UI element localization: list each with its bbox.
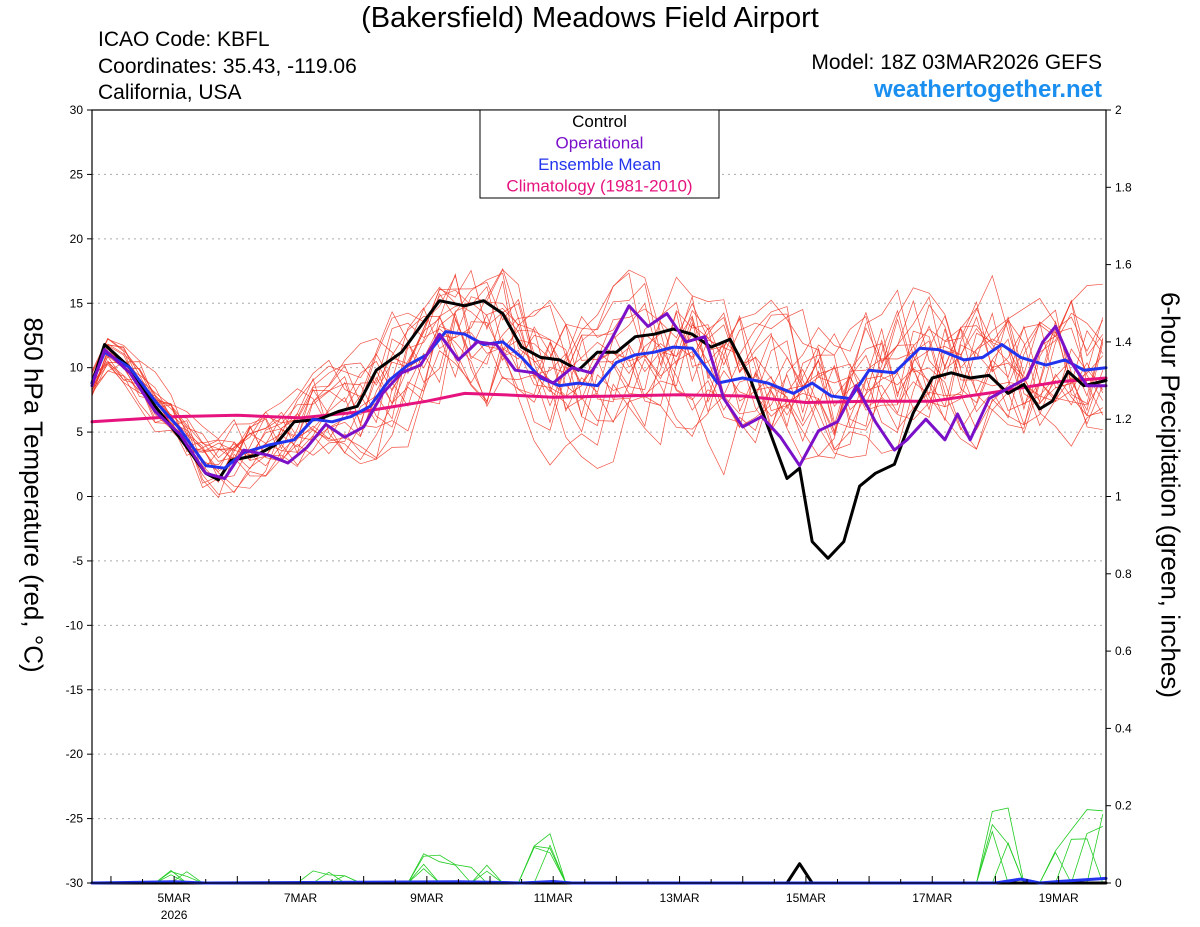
- coordinates: Coordinates: 35.43, -119.06: [98, 55, 357, 78]
- legend-box: [479, 109, 720, 199]
- x-tick-label: 11MAR: [534, 891, 573, 905]
- y-tick-label: 0: [76, 490, 83, 504]
- x-tick-label: 15MAR: [786, 891, 826, 905]
- y-axis-ticks: 30 25 20 15 10 5 0 -5 -10 -15 -20 -25 -30: [66, 103, 92, 890]
- x-tick-label: 19MAR: [1039, 891, 1079, 905]
- y2-tick-label: 0: [1115, 876, 1122, 890]
- ensemble-mean-line: [90, 330, 1108, 470]
- x-axis-ticks: 5MAR 2026 7MAR 9MAR 11MAR 13MAR 15MAR 17MAR 19MA…: [110, 876, 1079, 922]
- x-tick-label: 17MAR: [912, 891, 952, 905]
- y-tick-label: 10: [70, 361, 84, 375]
- y2-tick-label: 0.8: [1115, 567, 1132, 581]
- ensemble-member-line: [91, 272, 1104, 467]
- y-tick-label: -30: [66, 876, 84, 890]
- ensemble-mean-precip-line: [90, 876, 1108, 885]
- control-line: [90, 299, 1108, 560]
- y-tick-label: 25: [70, 167, 84, 181]
- precip-member-line: [92, 830, 1104, 884]
- ensemble-member-line: [91, 301, 1104, 489]
- x-tick-label: 7MAR: [284, 891, 318, 905]
- ensemble-member-line: [91, 319, 1104, 477]
- y2-tick-label: 1.8: [1115, 180, 1132, 194]
- y-tick-label: 15: [70, 296, 84, 310]
- x-tick-year: 2026: [161, 908, 188, 922]
- ensemble-member-line: [91, 269, 1104, 495]
- precip-member-line: [92, 814, 1104, 884]
- ensemble-member-line: [91, 282, 1103, 461]
- y2-tick-label: 1.4: [1115, 335, 1132, 349]
- control-precip-line: [90, 862, 1108, 885]
- y2-tick-label: 0.4: [1115, 721, 1132, 735]
- y2-tick-label: 2: [1115, 103, 1122, 117]
- y2-tick-label: 1: [1115, 490, 1122, 504]
- ensemble-member-line: [91, 273, 1104, 483]
- x-tick-label: 13MAR: [660, 891, 700, 905]
- ensemble-member-line: [91, 274, 1103, 479]
- y-tick-label: 5: [76, 425, 83, 439]
- legend: Control Operational Ensemble Mean Climatolo…: [479, 109, 720, 199]
- y-tick-label: -20: [66, 747, 84, 761]
- precip-member-line: [92, 809, 1103, 884]
- y2-tick-label: 1.6: [1115, 258, 1132, 272]
- climatology-1981-2010-line: [90, 376, 1108, 424]
- site-link[interactable]: weathertogether.net: [873, 76, 1102, 103]
- operational-line: [90, 304, 1108, 480]
- ensemble-member-line: [91, 267, 1104, 489]
- gridlines: [92, 173, 1106, 820]
- y-tick-label: -5: [72, 554, 83, 568]
- ensemble-member-line: [91, 281, 1103, 494]
- y-tick-label: 30: [70, 103, 84, 117]
- x-tick-label: 9MAR: [410, 891, 444, 905]
- plot-frame: [91, 109, 1107, 884]
- ensemble-member-line: [91, 297, 1104, 461]
- location: California, USA: [98, 81, 242, 104]
- y-tick-label: -15: [66, 683, 84, 697]
- y2-tick-label: 1.2: [1115, 412, 1132, 426]
- legend-entry: Ensemble Mean: [538, 155, 661, 174]
- y-tick-label: 20: [70, 232, 84, 246]
- y2-tick-label: 0.6: [1115, 644, 1132, 658]
- y-tick-label: -10: [66, 618, 84, 632]
- legend-entry: Operational: [556, 134, 644, 153]
- x-tick-label: 5MAR: [157, 891, 191, 905]
- ensemble-member-line: [91, 276, 1104, 499]
- model-label: Model: 18Z 03MAR2026 GEFS: [811, 51, 1102, 74]
- legend-entry: Climatology (1981-2010): [506, 177, 692, 196]
- precip-members: [92, 807, 1104, 885]
- icao-code: ICAO Code: KBFL: [98, 28, 270, 51]
- legend-entry: Control: [572, 112, 627, 131]
- y2-tick-label: 0.2: [1115, 799, 1132, 813]
- y-tick-label: -25: [66, 812, 84, 826]
- y2-axis-ticks: 2 1.8 1.6 1.4 1.2 1 0.8 0.6 0.4 0.2 0: [1106, 103, 1132, 890]
- precip-member-line: [92, 807, 1103, 885]
- chart-title: (Bakersfield) Meadows Field Airport: [361, 2, 819, 34]
